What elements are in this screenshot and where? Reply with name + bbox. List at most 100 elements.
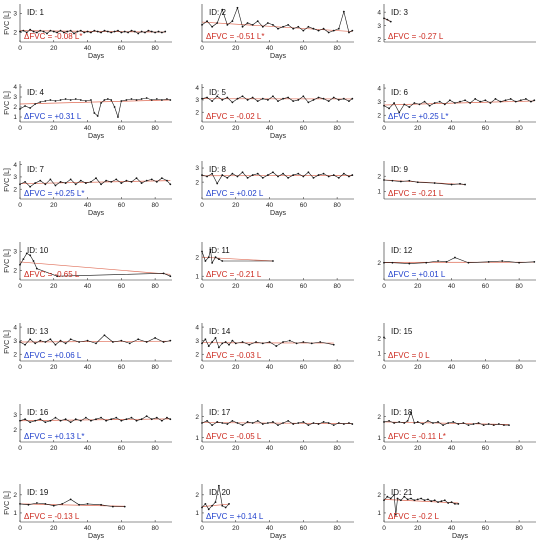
panel-id-label: ID: 21 (391, 488, 413, 497)
y-tick-label: 4 (195, 85, 199, 92)
data-point (69, 29, 72, 32)
data-point (312, 176, 315, 179)
data-point (393, 493, 396, 496)
x-axis-title: Days (88, 533, 104, 540)
data-point (204, 503, 207, 505)
data-point (420, 497, 423, 500)
x-tick-label: 40 (84, 445, 92, 452)
data-point (226, 24, 229, 26)
data-point (35, 31, 38, 34)
x-tick-label: 40 (448, 125, 456, 132)
data-point (351, 423, 354, 425)
data-point (120, 419, 123, 422)
data-point (29, 107, 32, 109)
y-tick-label: 3 (377, 23, 381, 30)
data-point (386, 495, 389, 498)
x-tick-label: 0 (382, 525, 386, 532)
data-point (413, 422, 416, 424)
panel-9: 1 2 ID: 9 ΔFVC = -0.21 L (377, 161, 536, 200)
x-tick-label: 60 (482, 125, 490, 132)
data-point (100, 102, 102, 104)
data-point (467, 261, 470, 264)
data-point (337, 27, 340, 30)
x-tick-label: 60 (482, 445, 490, 452)
data-point (49, 99, 52, 101)
data-point (105, 419, 108, 422)
data-point (95, 418, 97, 421)
delta-fvc-label: ΔFVC = +0.14 L (206, 512, 264, 521)
data-point (216, 22, 219, 24)
data-point (206, 96, 208, 99)
data-point (408, 262, 411, 265)
data-point (383, 336, 385, 339)
data-point (166, 416, 168, 419)
data-point (256, 419, 259, 422)
data-point (201, 97, 203, 100)
data-point (35, 267, 38, 270)
y-tick-label: 2 (377, 414, 381, 421)
data-point (348, 422, 350, 424)
x-tick-label: 0 (200, 525, 204, 532)
data-point (514, 100, 517, 103)
data-point (307, 25, 310, 28)
x-tick-label: 20 (232, 525, 240, 532)
data-point (489, 102, 492, 104)
delta-fvc-label: ΔFVC = -0.08 L* (24, 32, 82, 41)
data-point (145, 415, 148, 418)
data-point (214, 337, 217, 339)
data-point (241, 424, 244, 427)
data-point (236, 422, 239, 424)
data-point (251, 422, 254, 424)
data-point (322, 97, 325, 100)
panel-id-label: ID: 16 (27, 408, 49, 417)
x-tick-label: 20 (50, 283, 58, 290)
data-point (406, 419, 409, 422)
data-point (160, 31, 163, 34)
y-tick-label: 3 (13, 174, 17, 181)
y-axis-title: FVC [L] (4, 11, 11, 35)
y-tick-label: 4 (377, 9, 381, 16)
data-point (49, 338, 52, 341)
series-line (383, 98, 535, 114)
delta-fvc-label: ΔFVC = -0.51 L* (206, 32, 264, 41)
data-point (224, 506, 227, 509)
data-point (155, 416, 158, 419)
data-point (437, 421, 439, 423)
data-point (440, 500, 443, 503)
data-point (19, 30, 21, 33)
panel-id-label: ID: 2 (209, 8, 226, 17)
data-point (317, 96, 320, 99)
x-tick-label: 20 (414, 445, 422, 452)
y-tick-label: 1 (377, 189, 381, 196)
data-point (472, 423, 475, 425)
data-point (327, 31, 330, 34)
x-tick-label: 40 (84, 364, 92, 371)
data-point (49, 29, 52, 32)
data-point (120, 31, 123, 34)
panel-id-label: ID: 19 (27, 488, 49, 497)
data-point (464, 183, 466, 186)
y-axis-title: FVC [L] (4, 168, 11, 192)
delta-fvc-label: ΔFVC = -0.11 L* (388, 432, 446, 441)
delta-fvc-label: ΔFVC = 0 L (388, 351, 430, 360)
data-point (59, 180, 62, 183)
y-tick-label: 4 (377, 85, 381, 92)
data-point (29, 185, 32, 188)
delta-fvc-label: ΔFVC = -0.2 L (388, 512, 439, 521)
y-tick-label: 2 (195, 492, 199, 499)
x-tick-label: 80 (333, 283, 341, 290)
data-point (54, 184, 57, 187)
x-tick-label: 0 (18, 525, 22, 532)
data-point (332, 96, 335, 99)
data-point (442, 424, 445, 427)
data-point (389, 497, 392, 500)
data-point (241, 341, 244, 343)
data-point (44, 503, 47, 505)
trend-line (201, 256, 273, 262)
data-point (499, 100, 502, 103)
